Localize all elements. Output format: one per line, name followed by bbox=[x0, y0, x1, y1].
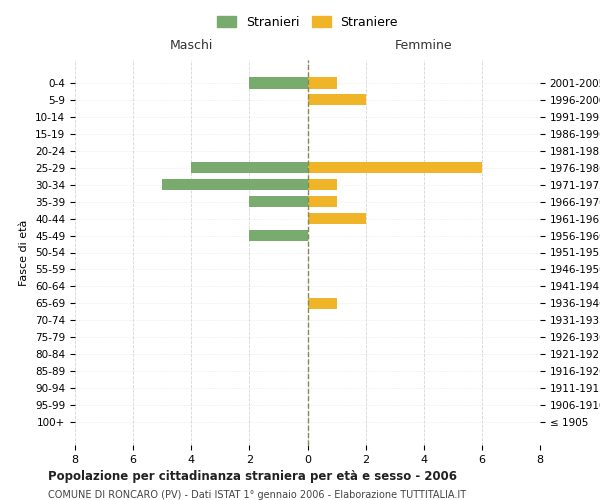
Bar bbox=[162, 179, 308, 190]
Y-axis label: Fasce di età: Fasce di età bbox=[19, 220, 29, 286]
Bar bbox=[308, 213, 365, 224]
Text: Popolazione per cittadinanza straniera per età e sesso - 2006: Popolazione per cittadinanza straniera p… bbox=[48, 470, 457, 483]
Bar bbox=[308, 94, 365, 106]
Bar bbox=[308, 298, 337, 309]
Bar bbox=[191, 162, 308, 173]
Legend: Stranieri, Straniere: Stranieri, Straniere bbox=[213, 12, 402, 33]
Bar bbox=[308, 78, 337, 88]
Bar bbox=[308, 179, 337, 190]
Bar bbox=[250, 78, 308, 88]
Bar bbox=[250, 230, 308, 241]
Bar bbox=[308, 196, 337, 207]
Bar bbox=[250, 196, 308, 207]
Bar bbox=[308, 162, 482, 173]
Text: Maschi: Maschi bbox=[170, 40, 213, 52]
Text: Femmine: Femmine bbox=[395, 40, 452, 52]
Text: COMUNE DI RONCARO (PV) - Dati ISTAT 1° gennaio 2006 - Elaborazione TUTTITALIA.IT: COMUNE DI RONCARO (PV) - Dati ISTAT 1° g… bbox=[48, 490, 466, 500]
